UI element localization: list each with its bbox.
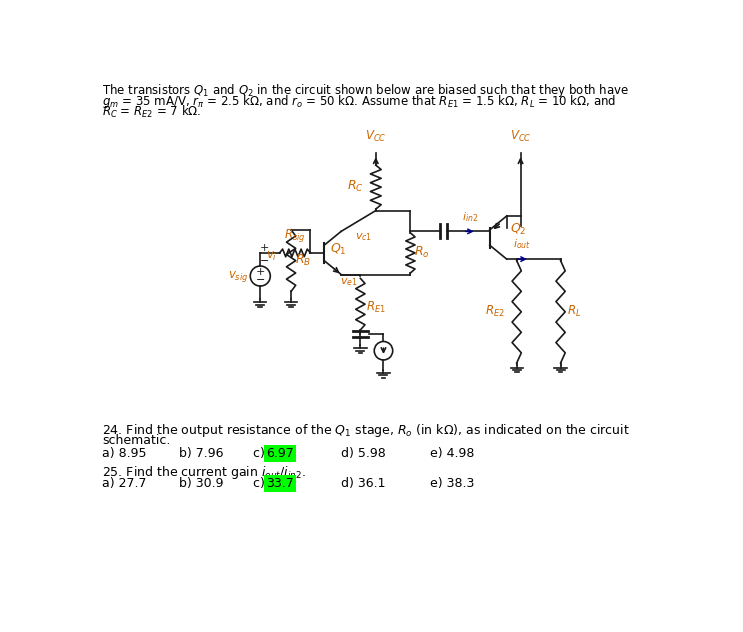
Text: $v_{c1}$: $v_{c1}$	[355, 232, 372, 243]
Text: $R_{E2}$: $R_{E2}$	[484, 304, 504, 319]
Text: $R_{E1}$: $R_{E1}$	[366, 300, 386, 315]
Text: $i_{out}$: $i_{out}$	[513, 238, 531, 252]
Text: $V_{CC}$: $V_{CC}$	[365, 128, 386, 143]
Text: +: +	[259, 243, 269, 253]
Text: e) 38.3: e) 38.3	[429, 477, 474, 490]
Text: $R_{sig}$: $R_{sig}$	[284, 227, 306, 244]
Text: b) 7.96: b) 7.96	[179, 447, 224, 460]
Text: The transistors $Q_1$ and $Q_2$ in the circuit shown below are biased such that : The transistors $Q_1$ and $Q_2$ in the c…	[103, 82, 629, 99]
Text: $R_C$ = $R_{E2}$ = 7 k$\Omega$.: $R_C$ = $R_{E2}$ = 7 k$\Omega$.	[103, 104, 202, 119]
Text: c): c)	[253, 447, 268, 460]
Text: $Q_2$: $Q_2$	[510, 222, 526, 238]
Text: $R_L$: $R_L$	[567, 304, 581, 319]
Text: 25. Find the current gain $i_{out}$/$i_{in2}$.: 25. Find the current gain $i_{out}$/$i_{…	[103, 464, 306, 481]
Text: c): c)	[253, 477, 268, 490]
Text: $R_B$: $R_B$	[295, 253, 311, 268]
Text: 24. Find the output resistance of the $Q_1$ stage, $R_o$ (in k$\Omega$), as indi: 24. Find the output resistance of the $Q…	[103, 422, 630, 439]
Text: d) 36.1: d) 36.1	[341, 477, 386, 490]
Text: a) 27.7: a) 27.7	[103, 477, 147, 490]
Text: d) 5.98: d) 5.98	[341, 447, 386, 460]
Text: 33.7: 33.7	[266, 477, 293, 490]
Text: a) 8.95: a) 8.95	[103, 447, 147, 460]
Text: $v_{e1}$: $v_{e1}$	[340, 276, 358, 288]
Text: schematic.: schematic.	[103, 434, 171, 447]
Text: $R_C$: $R_C$	[347, 179, 363, 194]
Text: e) 4.98: e) 4.98	[429, 447, 474, 460]
Text: $R_o$: $R_o$	[415, 245, 430, 260]
Text: $g_m$ = 35 mA/V, $r_{\pi}$ = 2.5 k$\Omega$, and $r_o$ = 50 k$\Omega$. Assume tha: $g_m$ = 35 mA/V, $r_{\pi}$ = 2.5 k$\Omeg…	[103, 93, 617, 110]
Text: b) 30.9: b) 30.9	[179, 477, 224, 490]
Text: $i_{in2}$: $i_{in2}$	[461, 210, 478, 224]
Text: $v_{sig}$: $v_{sig}$	[227, 269, 248, 284]
Text: $Q_1$: $Q_1$	[331, 241, 347, 257]
Text: $V_{CC}$: $V_{CC}$	[510, 128, 531, 143]
Text: $v_i$: $v_i$	[266, 250, 277, 264]
Text: −: −	[259, 255, 269, 265]
Text: +: +	[256, 267, 265, 277]
Text: −: −	[256, 275, 265, 285]
Text: 6.97: 6.97	[266, 447, 293, 460]
